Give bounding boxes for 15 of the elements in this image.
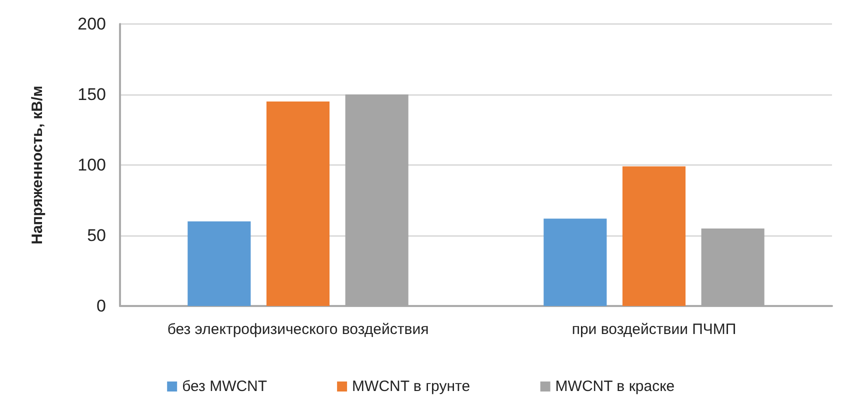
legend-label: MWCNT в краске [555,378,675,395]
y-tick-label: 50 [87,226,106,245]
y-tick-label: 100 [78,156,106,174]
x-tick-label: без электрофизического воздействия [167,321,429,338]
bar [188,221,251,306]
bar [266,102,330,306]
x-tick-label: при воздействии ПЧМП [572,321,736,338]
legend-label: без MWCNT [182,378,268,395]
y-axis-title: Напряженность, кВ/м [29,86,46,244]
y-tick-label: 0 [96,296,106,316]
y-tick-label: 200 [78,14,106,34]
y-tick-label: 150 [78,85,106,104]
legend-label: MWCNT в грунте [352,378,470,395]
bar [544,218,607,306]
bar [622,166,686,306]
